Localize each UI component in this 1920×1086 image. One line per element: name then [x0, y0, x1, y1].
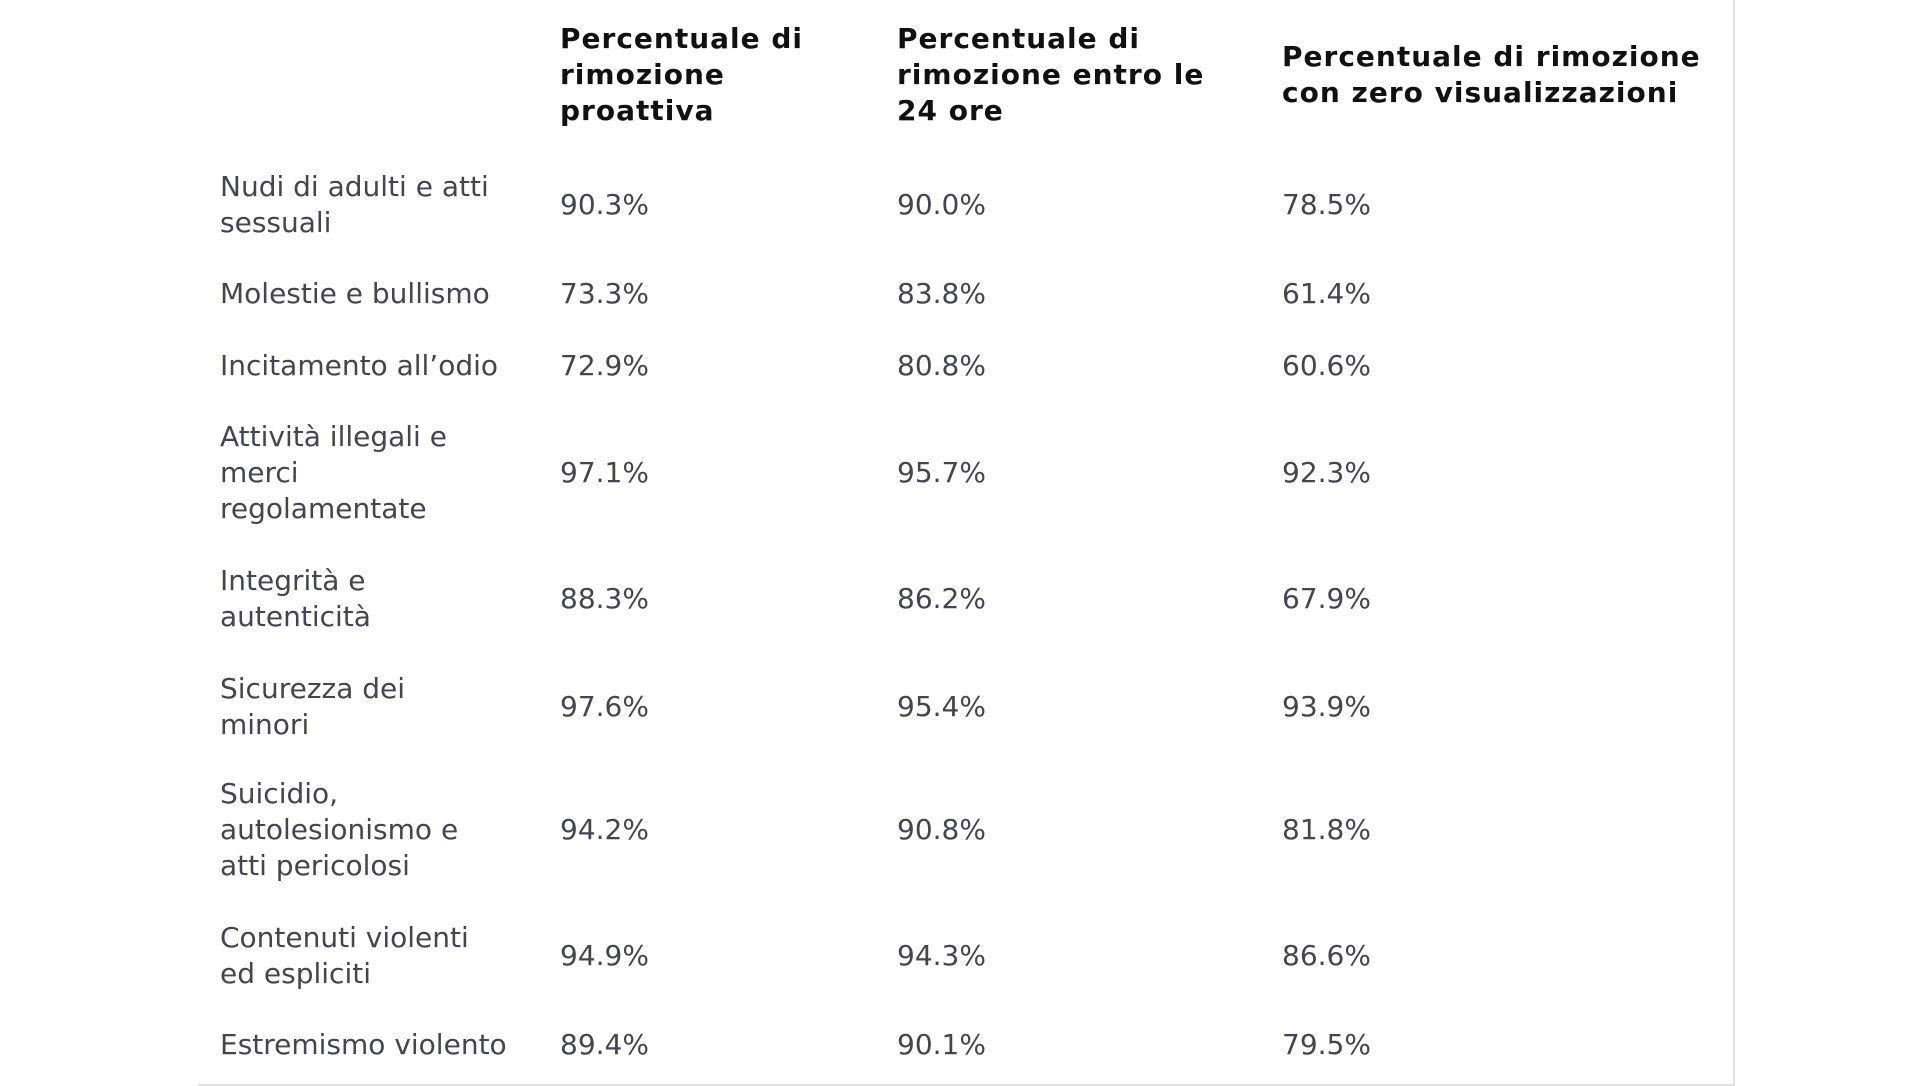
column-header-line: con zero visualizzazioni [1282, 76, 1679, 109]
row-label: Molestie e bullismo [220, 276, 490, 312]
column-header-line: rimozione [560, 58, 725, 91]
row-label-line: autolesionismo e [220, 813, 459, 846]
table-cell: 94.9% [560, 939, 649, 972]
table-cell: 90.1% [897, 1028, 986, 1061]
table-cell: 81.8% [1282, 813, 1371, 846]
table-cell: 61.4% [1282, 277, 1371, 310]
row-label-line: Nudi di adulti e atti [220, 170, 489, 203]
column-header-line: rimozione entro le [897, 58, 1205, 91]
table-cell: 88.3% [560, 582, 649, 615]
row-label-line: Suicidio, [220, 777, 339, 810]
row-label-line: minori [220, 708, 310, 741]
row-label: Integrità e autenticità [220, 563, 371, 635]
table-cell: 90.3% [560, 188, 649, 221]
row-label-line: ed espliciti [220, 957, 371, 990]
row-label-line: merci [220, 456, 299, 489]
row-label-line: autenticità [220, 600, 371, 633]
row-label-line: Integrità e [220, 564, 366, 597]
column-header: Percentuale di rimozione con zero visuali… [1282, 39, 1701, 111]
row-label-line: atti pericolosi [220, 849, 410, 882]
table-cell: 94.3% [897, 939, 986, 972]
row-label: Contenuti violenti ed espliciti [220, 920, 469, 992]
row-label-line: Estremismo violento [220, 1028, 507, 1061]
column-header: Percentuale di rimozione entro le 24 ore [897, 21, 1204, 129]
table-cell: 94.2% [560, 813, 649, 846]
row-label: Attività illegali e merci regolamentate [220, 419, 447, 527]
column-header-line: proattiva [560, 94, 715, 127]
table-cell: 95.4% [897, 690, 986, 723]
table-cell: 73.3% [560, 277, 649, 310]
table-cell: 97.6% [560, 690, 649, 723]
table-cell: 86.2% [897, 582, 986, 615]
table-cell: 86.6% [1282, 939, 1371, 972]
row-label: Suicidio, autolesionismo e atti pericolosi [220, 776, 458, 884]
row-label: Nudi di adulti e atti sessuali [220, 169, 489, 241]
table-cell: 72.9% [560, 349, 649, 382]
table-cell: 90.8% [897, 813, 986, 846]
table-cell: 80.8% [897, 349, 986, 382]
column-header-line: 24 ore [897, 94, 1004, 127]
column-header-line: Percentuale di [560, 22, 804, 55]
column-header-line: Percentuale di rimozione [1282, 40, 1701, 73]
table-cell: 78.5% [1282, 188, 1371, 221]
row-label-line: Incitamento all’odio [220, 349, 499, 382]
row-label-line: regolamentate [220, 492, 427, 525]
row-label: Sicurezza dei minori [220, 671, 405, 743]
table-cell: 97.1% [560, 456, 649, 489]
table-cell: 60.6% [1282, 349, 1371, 382]
table-cell: 79.5% [1282, 1028, 1371, 1061]
table-cell: 90.0% [897, 188, 986, 221]
row-label: Incitamento all’odio [220, 348, 498, 384]
row-label-line: Sicurezza dei [220, 672, 406, 705]
table-cell: 95.7% [897, 456, 986, 489]
table-cell: 93.9% [1282, 690, 1371, 723]
table-cell: 83.8% [897, 277, 986, 310]
row-label-line: Molestie e bullismo [220, 277, 490, 310]
row-label-line: Attività illegali e [220, 420, 447, 453]
table-cell: 67.9% [1282, 582, 1371, 615]
table-cell: 92.3% [1282, 456, 1371, 489]
table-cell: 89.4% [560, 1028, 649, 1061]
row-label-line: Contenuti violenti [220, 921, 469, 954]
row-label: Estremismo violento [220, 1027, 507, 1063]
column-header-line: Percentuale di [897, 22, 1141, 55]
row-label-line: sessuali [220, 206, 332, 239]
column-header: Percentuale di rimozione proattiva [560, 21, 803, 129]
